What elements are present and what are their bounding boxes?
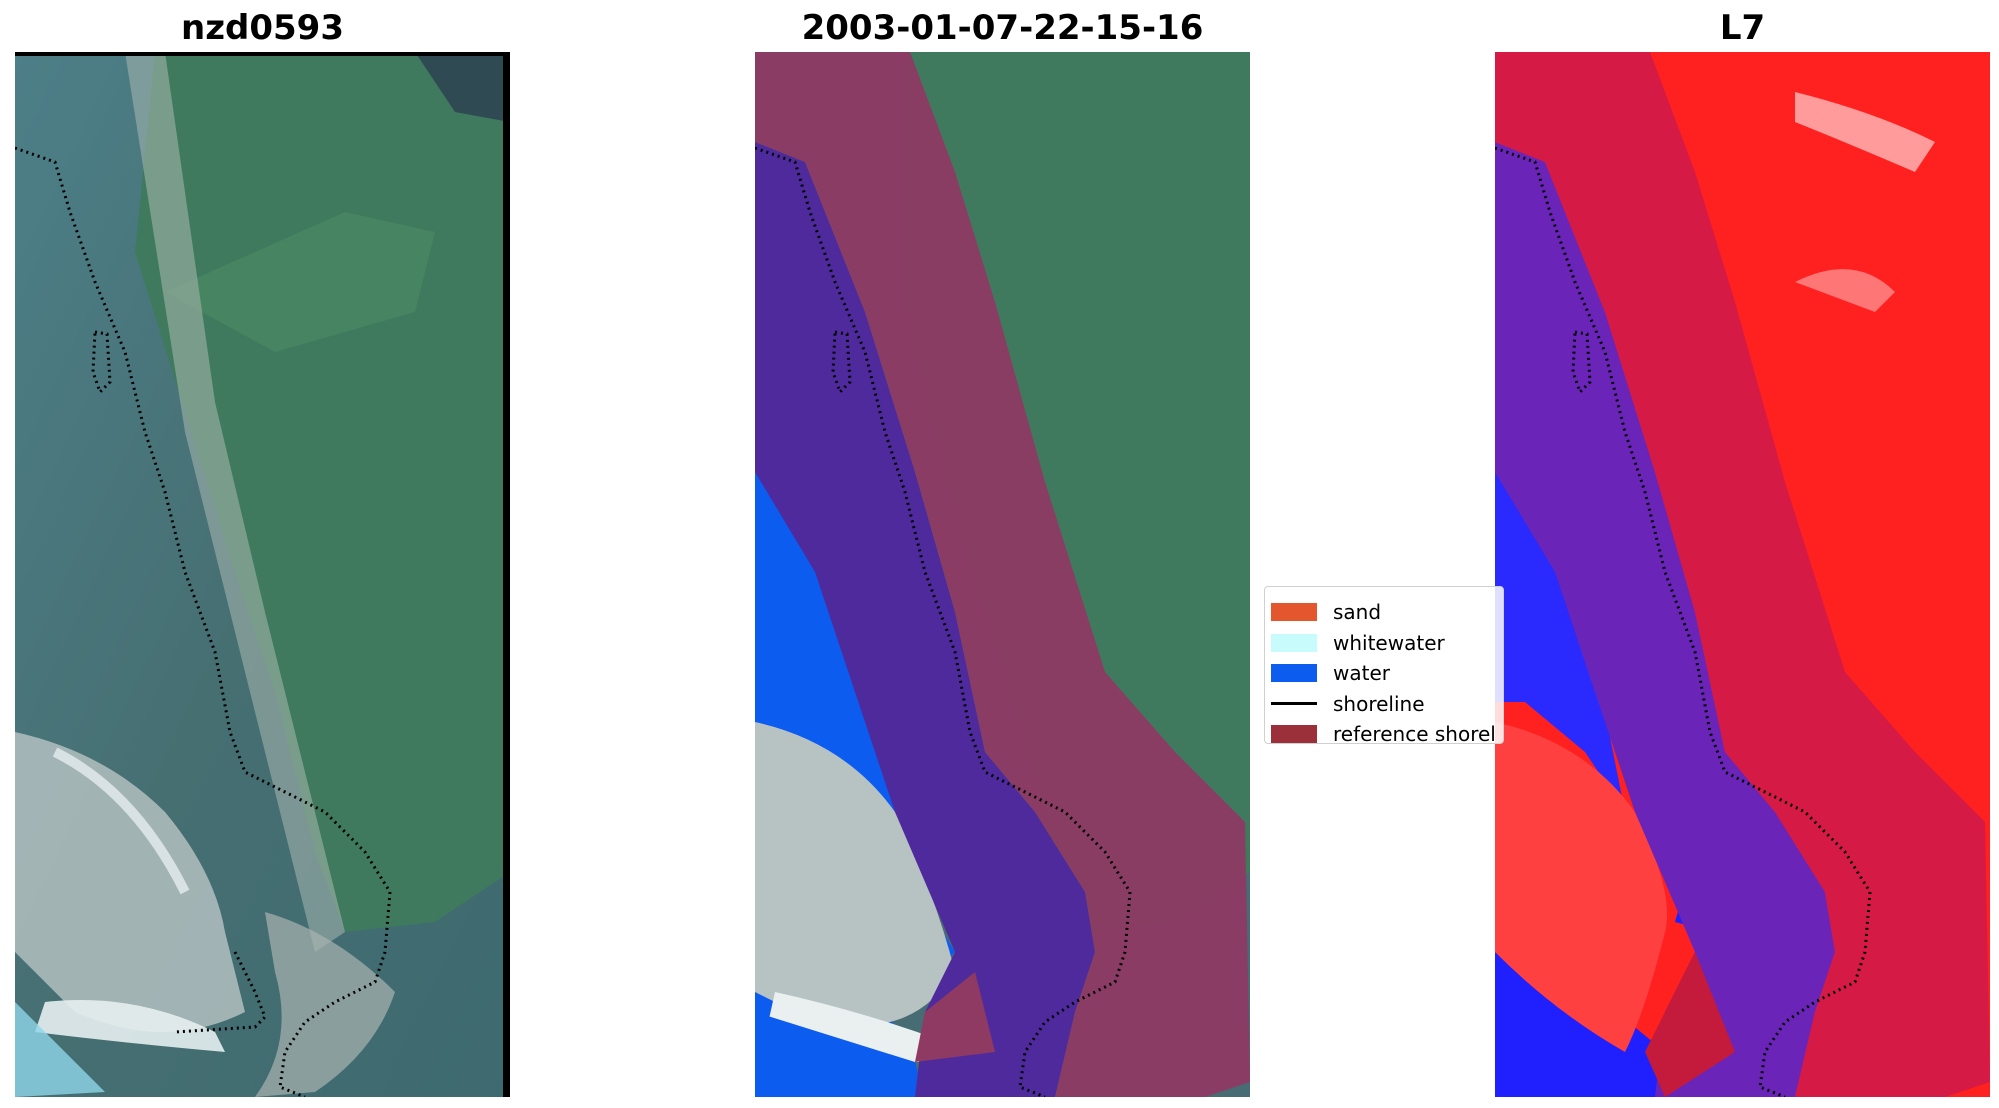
legend-item-reference-shoreline: reference shorel (1271, 719, 1503, 744)
legend-swatch-whitewater (1271, 633, 1317, 652)
legend-swatch-sand (1271, 603, 1317, 622)
rgb-image-panel (15, 52, 510, 1097)
classification-image (755, 52, 1250, 1097)
legend: sand whitewater water shoreline referenc… (1264, 586, 1504, 744)
legend-item-shoreline: shoreline (1271, 689, 1503, 720)
legend-swatch-water (1271, 664, 1317, 683)
legend-item-sand: sand (1271, 597, 1503, 628)
rgb-image (15, 52, 510, 1097)
legend-item-water: water (1271, 658, 1503, 689)
legend-label-water: water (1333, 661, 1390, 686)
legend-label-whitewater: whitewater (1333, 630, 1445, 655)
index-image (1495, 52, 1990, 1097)
index-panel (1495, 52, 1990, 1097)
panel-title-satellite: L7 (1719, 8, 1766, 48)
legend-swatch-shoreline (1271, 702, 1317, 706)
panel-title-date: 2003-01-07-22-15-16 (801, 8, 1204, 48)
legend-label-reference-shoreline: reference shorel (1333, 722, 1496, 744)
legend-label-sand: sand (1333, 600, 1382, 625)
classification-panel (755, 52, 1250, 1097)
legend-item-whitewater: whitewater (1271, 628, 1503, 659)
legend-swatch-reference-shoreline (1271, 725, 1317, 743)
panel-title-site: nzd0593 (181, 8, 344, 48)
legend-label-shoreline: shoreline (1333, 691, 1425, 716)
